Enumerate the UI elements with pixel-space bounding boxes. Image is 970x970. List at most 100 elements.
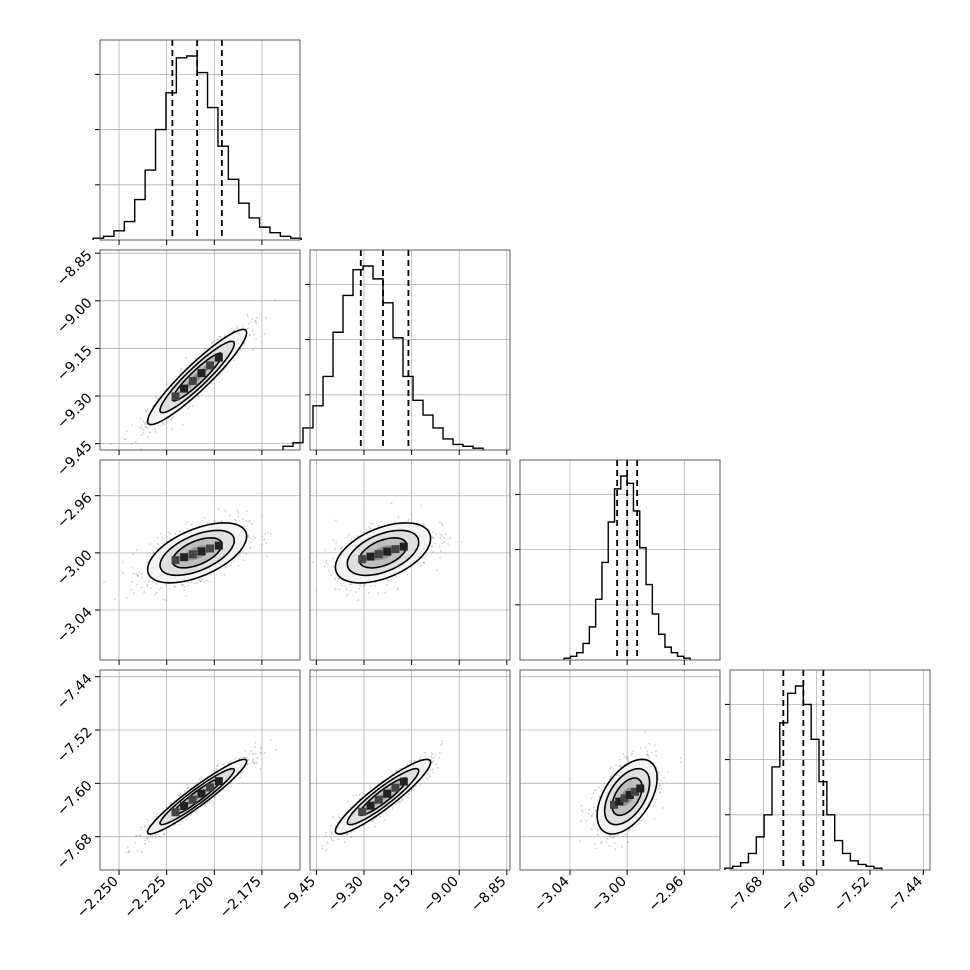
scatter-point	[593, 806, 595, 809]
scatter-point	[588, 808, 591, 811]
scatter-point	[594, 847, 597, 850]
scatter-point	[184, 405, 187, 408]
scatter-point	[234, 519, 237, 522]
scatter-point	[237, 512, 240, 515]
scatter-point	[127, 851, 130, 854]
scatter-point	[173, 585, 176, 588]
scatter-point	[141, 433, 144, 436]
panel-frame	[519, 459, 721, 661]
scatter-point	[173, 586, 176, 588]
scatter-point	[159, 587, 162, 590]
scatter-point	[250, 523, 253, 525]
scatter-point	[324, 835, 327, 837]
scatter-point	[245, 510, 248, 512]
scatter-point	[353, 537, 356, 539]
scatter-point	[186, 407, 189, 410]
scatter-point	[434, 542, 436, 544]
density-core-cell	[358, 555, 367, 564]
scatter-point	[242, 559, 245, 562]
scatter-point	[439, 533, 442, 536]
scatter-point	[217, 508, 220, 511]
scatter-point	[187, 581, 190, 584]
density-core-cell	[358, 807, 367, 816]
scatter-point	[622, 753, 624, 755]
scatter-point	[350, 835, 353, 838]
scatter-point	[270, 739, 272, 742]
scatter-point	[407, 793, 410, 796]
scatter-point	[249, 334, 251, 337]
scatter-point	[143, 825, 146, 828]
scatter-point	[146, 552, 149, 555]
scatter-point	[419, 562, 422, 565]
scatter-point	[435, 533, 437, 536]
scatter-point	[186, 521, 188, 524]
scatter-point	[155, 591, 158, 594]
scatter-point	[337, 577, 340, 580]
scatter-point	[203, 349, 205, 352]
scatter-point	[146, 585, 148, 587]
scatter-point	[147, 436, 149, 439]
scatter-point	[430, 752, 433, 754]
scatter-point	[646, 750, 648, 753]
scatter-point	[348, 583, 351, 586]
scatter-point	[163, 423, 166, 426]
scatter-point	[251, 348, 254, 351]
scatter-point	[110, 443, 112, 445]
scatter-point	[198, 778, 201, 781]
scatter-point	[186, 527, 188, 530]
scatter-point	[162, 833, 165, 836]
scatter-point	[267, 531, 269, 534]
histogram-panel-2	[515, 459, 721, 665]
scatter-point	[626, 835, 629, 837]
scatter-point	[338, 588, 341, 591]
scatter-point	[145, 410, 147, 413]
scatter-point	[147, 824, 150, 827]
scatter-point	[249, 547, 252, 550]
scatter-point	[154, 396, 157, 399]
scatter-point	[344, 586, 347, 588]
scatter-point	[252, 333, 255, 336]
scatter-point	[372, 819, 375, 822]
scatter-point	[213, 770, 216, 773]
scatter-point	[174, 375, 177, 378]
scatter-point	[148, 840, 150, 843]
scatter-point	[348, 533, 351, 536]
scatter-point	[362, 585, 365, 588]
scatter-point	[140, 427, 143, 430]
density-core-cell	[383, 547, 392, 556]
scatter-point	[146, 818, 149, 821]
scatter-point	[377, 592, 380, 595]
scatter-point	[438, 757, 441, 759]
scatter-point	[603, 782, 605, 784]
scatter-point	[169, 532, 171, 535]
scatter-point	[409, 790, 411, 793]
scatter-point	[193, 582, 196, 585]
scatter-point	[183, 790, 186, 792]
scatter-point	[218, 335, 221, 338]
scatter-point	[149, 552, 152, 555]
scatter-point	[435, 763, 438, 766]
scatter-point	[146, 408, 149, 411]
scatter-point	[244, 756, 247, 759]
scatter-point	[384, 591, 387, 594]
scatter-point	[259, 747, 262, 750]
scatter-point	[136, 583, 138, 586]
scatter-point	[397, 517, 400, 520]
scatter-point	[138, 426, 141, 429]
scatter-point	[370, 522, 372, 525]
scatter-point	[391, 808, 394, 810]
scatter-point	[414, 760, 416, 762]
scatter-point	[190, 523, 193, 526]
histogram-panel-1	[282, 249, 511, 455]
scatter-point	[114, 598, 116, 600]
scatter-point	[330, 838, 333, 841]
scatter-point	[424, 751, 426, 754]
scatter-point	[154, 428, 157, 430]
scatter-point	[261, 535, 263, 538]
scatter-point	[254, 741, 257, 744]
scatter-point	[423, 561, 425, 564]
scatter-point	[406, 573, 409, 576]
scatter-point	[397, 801, 399, 804]
scatter-point	[436, 766, 439, 769]
scatter-point	[426, 778, 429, 780]
